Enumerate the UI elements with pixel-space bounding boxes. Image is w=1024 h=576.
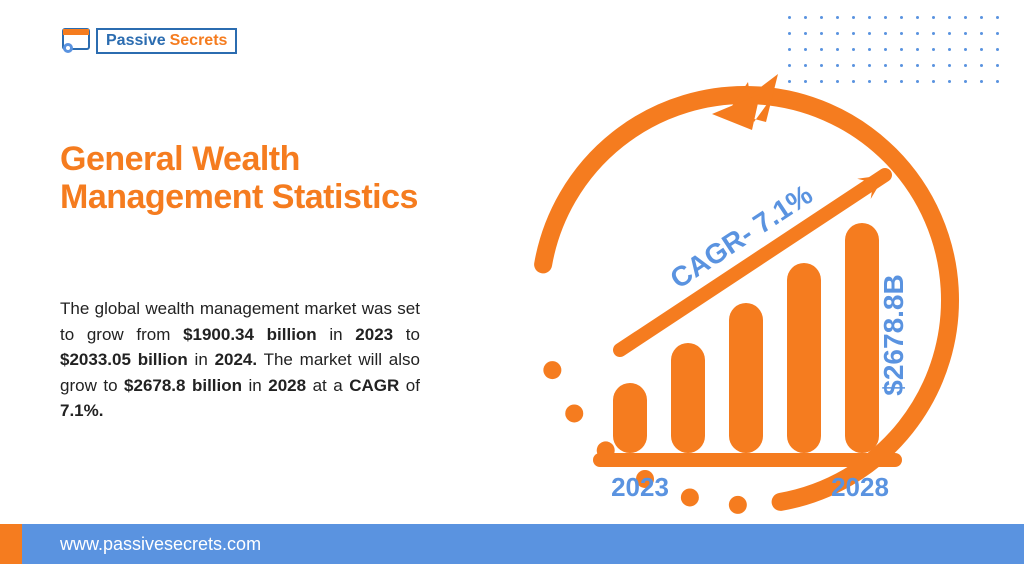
page-title: General Wealth Management Statistics [60,140,420,216]
end-value-label: $2678.8B [878,274,909,395]
brand-logo: Passive Secrets [62,28,237,54]
logo-word-2: Secrets [170,32,228,50]
year-end-label: 2028 [831,472,889,502]
logo-text-box: Passive Secrets [96,28,237,54]
growth-chart: 20232028CAGR- 7.1%$2678.8B [510,60,980,520]
year-start-label: 2023 [611,472,669,502]
logo-word-1: Passive [106,32,166,50]
footer-url: www.passivesecrets.com [60,534,261,555]
footer-bar: www.passivesecrets.com [0,524,1024,564]
footer-accent [0,524,22,564]
browser-gear-icon [62,28,90,54]
body-paragraph: The global wealth management market was … [60,296,420,424]
